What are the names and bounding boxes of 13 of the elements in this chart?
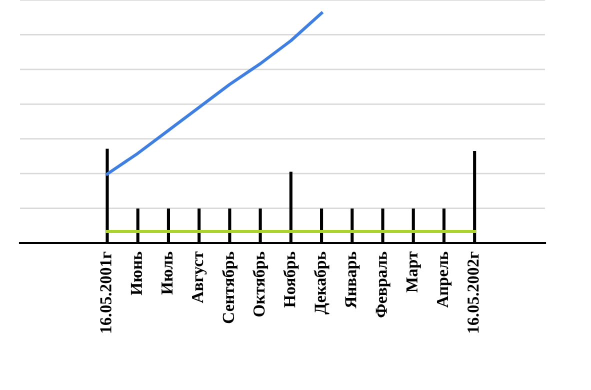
x-tick-label: Март: [406, 252, 421, 292]
x-tick-label: Декабрь: [314, 252, 330, 314]
x-tick-label: Октябрь: [252, 252, 268, 316]
x-tick-label: 16.05.2002г: [468, 252, 479, 333]
x-tick-label: Апрель: [436, 252, 452, 308]
x-tick-label: Сентябрь: [222, 252, 238, 324]
x-tick-label: Ноябрь: [283, 252, 299, 308]
x-tick-label: Февраль: [376, 252, 390, 318]
x-tick-label: 16.05.2001г: [100, 252, 112, 333]
x-tick-label: Июнь: [130, 252, 142, 296]
x-tick-label: Июль: [162, 252, 173, 294]
x-tick-label: Август: [192, 252, 207, 304]
x-tick-label: Январь: [345, 252, 360, 308]
